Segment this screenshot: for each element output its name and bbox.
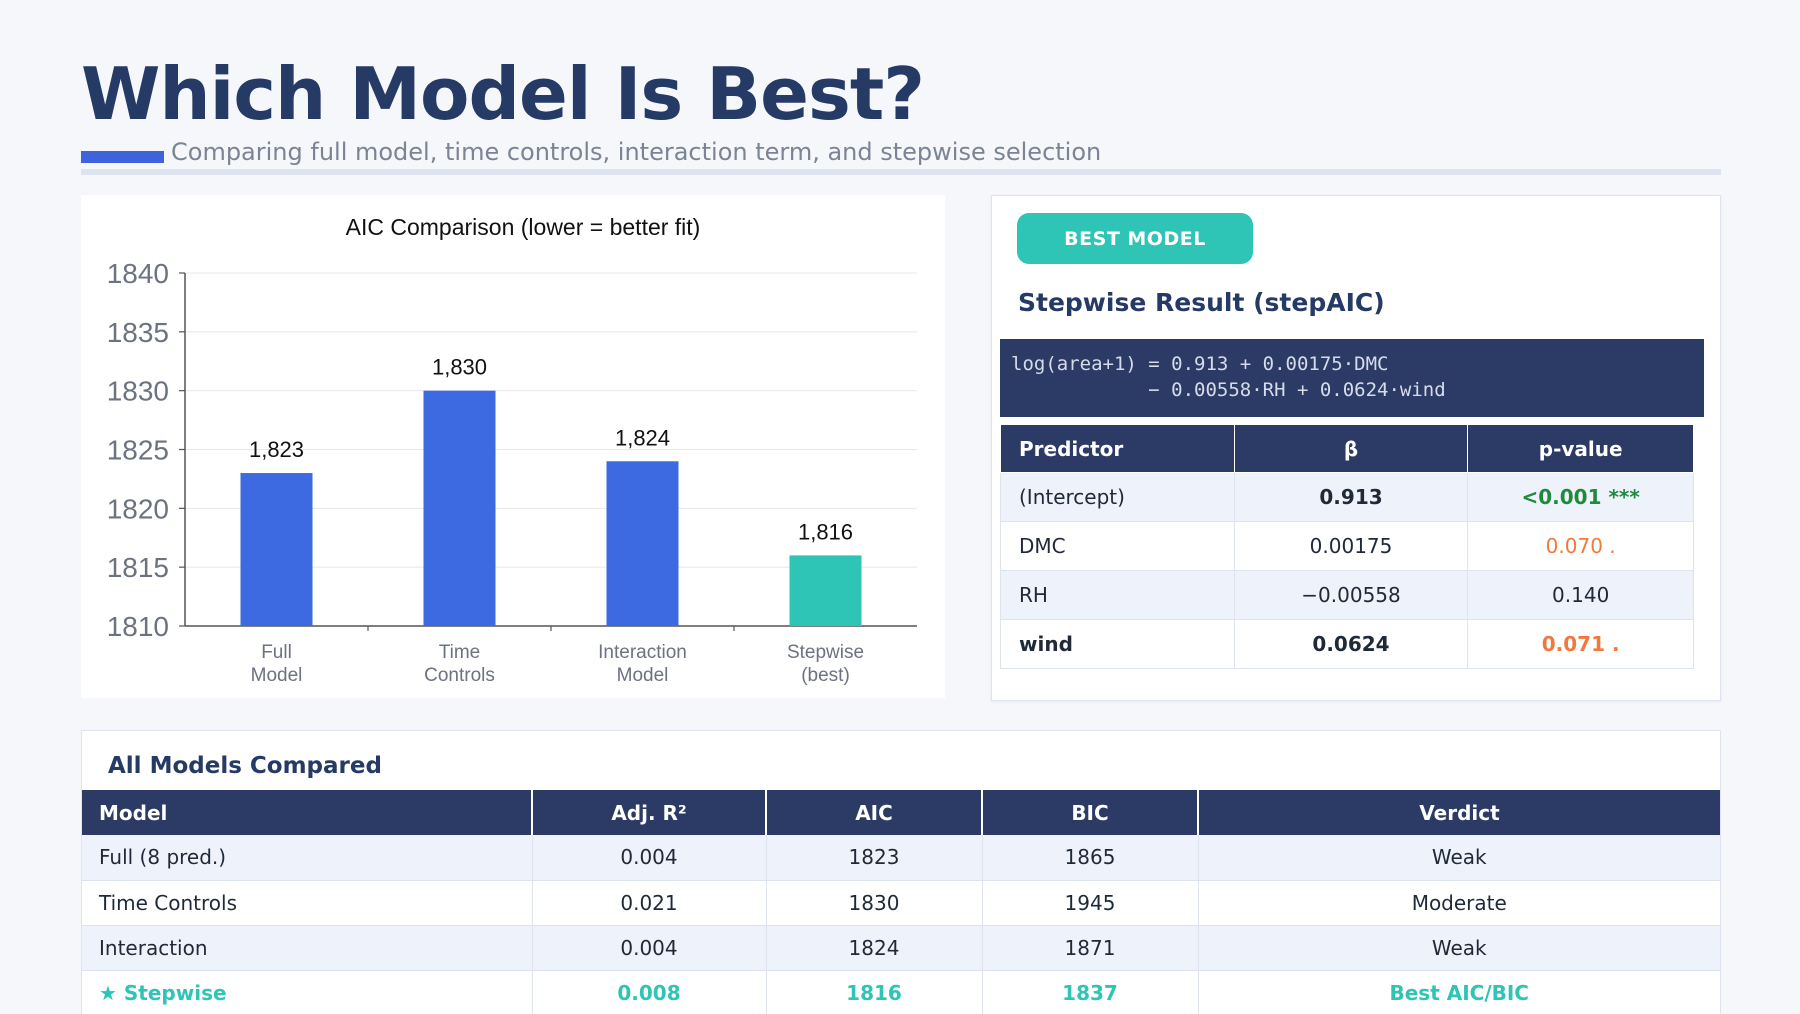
aic-cell: 1824 [765,925,982,971]
table-row-best: ★ Stepwise 0.008 1816 1837 Best AIC/BIC [82,970,1720,1014]
coefficient-header-row: Predictor β p-value [1000,424,1694,473]
y-tick-label: 1815 [107,552,169,583]
verdict-cell: Weak [1197,835,1720,881]
x-tick-label: Stepwise [787,642,864,663]
adj-r2-cell: 0.004 [531,925,766,971]
aic-cell: 1816 [765,970,982,1014]
bic-cell: 1865 [981,835,1198,881]
verdict-cell: Moderate [1197,880,1720,926]
models-header-row: Model Adj. R² AIC BIC Verdict [82,790,1720,835]
table-row: Time Controls 0.021 1830 1945 Moderate [82,880,1720,926]
predictor-cell: RH [1000,570,1235,620]
x-tick-label: Model [617,665,669,686]
formula-line-1: log(area+1) = 0.913 + 0.00175·DMC [1011,353,1389,375]
y-tick-label: 1830 [107,376,169,407]
models-table: Model Adj. R² AIC BIC Verdict Full (8 pr… [82,790,1720,1014]
adj-r2-cell: 0.008 [531,970,766,1014]
y-tick-label: 1820 [107,493,169,524]
bar [606,461,679,626]
best-model-card: BEST MODEL Stepwise Result (stepAIC) log… [991,195,1721,701]
verdict-cell: Best AIC/BIC [1197,970,1720,1014]
header-verdict: Verdict [1197,790,1720,835]
coefficient-table: Predictor β p-value (Intercept) 0.913 <0… [1000,424,1694,669]
x-tick-label: Controls [424,665,495,686]
y-tick-label: 1835 [107,317,169,348]
beta-cell: 0.0624 [1233,619,1469,669]
header-model: Model [82,790,532,835]
title-divider [81,169,1721,175]
best-model-badge: BEST MODEL [1017,213,1253,264]
model-cell: Time Controls [82,880,532,926]
y-tick-label: 1825 [107,435,169,466]
aic-cell: 1830 [765,880,982,926]
x-tick-label: Interaction [598,642,687,663]
models-heading: All Models Compared [108,753,382,779]
bar-value-label: 1,824 [615,425,670,450]
beta-cell: 0.913 [1233,472,1469,522]
verdict-cell: Weak [1197,925,1720,971]
header-p-value: p-value [1467,424,1694,473]
bar [240,473,313,626]
bic-cell: 1871 [981,925,1198,971]
p-value-cell: <0.001 *** [1467,472,1694,522]
p-value-cell: 0.071 . [1467,619,1694,669]
bar-value-label: 1,823 [249,437,304,462]
header-predictor: Predictor [1000,424,1235,473]
page-subtitle: Comparing full model, time controls, int… [171,138,1102,166]
header-bic: BIC [981,790,1198,835]
x-tick-label: Model [251,665,303,686]
model-cell: Full (8 pred.) [82,835,532,881]
header-adj-r2: Adj. R² [531,790,766,835]
y-tick-label: 1810 [107,611,169,642]
bic-cell: 1945 [981,880,1198,926]
predictor-cell: DMC [1000,521,1235,571]
x-tick-label: Time [439,642,481,663]
table-row: wind 0.0624 0.071 . [1000,619,1694,669]
table-row: Full (8 pred.) 0.004 1823 1865 Weak [82,835,1720,881]
bar [789,555,862,626]
best-model-heading: Stepwise Result (stepAIC) [1018,288,1385,317]
adj-r2-cell: 0.004 [531,835,766,881]
models-compared-card: All Models Compared Model Adj. R² AIC BI… [81,730,1721,1014]
bar [423,390,496,626]
aic-chart-card: AIC Comparison (lower = better fit) 1810 1… [81,195,945,698]
table-row: Interaction 0.004 1824 1871 Weak [82,925,1720,971]
x-tick-label: (best) [801,665,850,686]
bic-cell: 1837 [981,970,1198,1014]
table-row: (Intercept) 0.913 <0.001 *** [1000,472,1694,522]
p-value-cell: 0.070 . [1467,521,1694,571]
table-row: DMC 0.00175 0.070 . [1000,521,1694,571]
p-value-cell: 0.140 [1467,570,1694,620]
adj-r2-cell: 0.021 [531,880,766,926]
x-tick-label: Full [261,642,292,663]
model-cell: Interaction [82,925,532,971]
bar-value-label: 1,830 [432,355,487,380]
beta-cell: 0.00175 [1233,521,1469,571]
aic-bar-chart: AIC Comparison (lower = better fit) 1810 1… [107,214,917,686]
beta-cell: −0.00558 [1233,570,1469,620]
title-accent-bar [81,151,164,163]
chart-title: AIC Comparison (lower = better fit) [346,214,701,240]
predictor-cell: (Intercept) [1000,472,1235,522]
header-aic: AIC [765,790,982,835]
aic-cell: 1823 [765,835,982,881]
table-row: RH −0.00558 0.140 [1000,570,1694,620]
page-title: Which Model Is Best? [81,52,925,136]
predictor-cell: wind [1000,619,1235,669]
bar-value-label: 1,816 [798,519,853,544]
model-formula: log(area+1) = 0.913 + 0.00175·DMC − 0.00… [1000,339,1704,417]
formula-line-2: − 0.00558·RH + 0.0624·wind [1011,379,1446,401]
model-cell: ★ Stepwise [82,970,532,1014]
header-beta: β [1233,424,1469,473]
y-tick-label: 1840 [107,258,169,289]
